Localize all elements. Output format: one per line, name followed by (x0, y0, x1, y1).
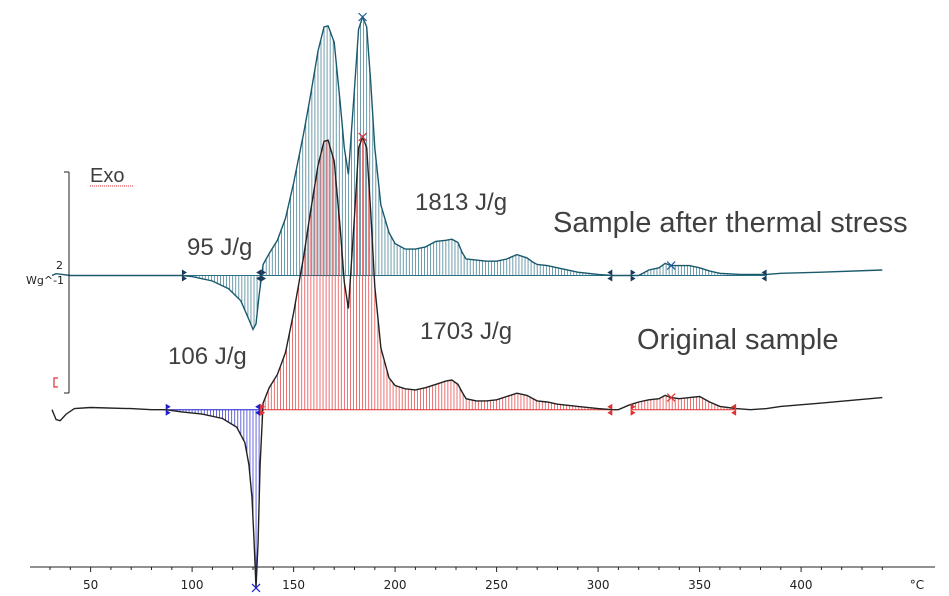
limit-marker (165, 403, 171, 410)
x-tick-label: 250 (485, 578, 508, 592)
x-unit-label: °C (910, 578, 924, 592)
integration-fill-4 (260, 136, 613, 424)
integration-fill-3 (165, 409, 261, 588)
x-tick-label: 150 (282, 578, 305, 592)
limit-marker (630, 409, 636, 416)
annotation-thermal-stress: Sample after thermal stress (553, 207, 908, 239)
y-axis-label: Wg^-1 (26, 274, 64, 287)
markers (165, 12, 767, 593)
peak-marker (666, 393, 676, 403)
x-tick-label: 50 (83, 578, 98, 592)
integration-fills (165, 19, 767, 588)
limit-marker (630, 275, 636, 282)
limit-marker (731, 409, 737, 416)
limit-marker (256, 275, 262, 282)
peak-marker (666, 261, 676, 271)
x-tick-label: 100 (181, 578, 204, 592)
limit-marker (261, 275, 267, 282)
x-axis: 50 100 150 200 250 300 350 400 °C (30, 566, 935, 592)
limit-marker (256, 269, 262, 276)
x-tick-label: 350 (688, 578, 711, 592)
limit-marker (630, 269, 636, 276)
limit-marker (761, 275, 767, 282)
limit-marker (607, 275, 613, 282)
limit-marker (255, 403, 261, 410)
limit-marker (731, 403, 737, 410)
limit-marker (607, 409, 613, 416)
label-1703: 1703 J/g (420, 318, 512, 345)
exo-label: Exo (90, 165, 124, 187)
limit-marker (181, 269, 187, 276)
limit-marker (255, 409, 261, 416)
limit-marker (607, 269, 613, 276)
y-scale-bracket (53, 171, 70, 394)
limit-marker (165, 409, 171, 416)
x-tick-label: 300 (587, 578, 610, 592)
x-tick-label: 400 (790, 578, 813, 592)
limit-marker (260, 403, 266, 410)
label-1813: 1813 J/g (415, 189, 507, 216)
curves (51, 14, 883, 588)
x-tick-label: 200 (384, 578, 407, 592)
label-95: 95 J/g (187, 234, 252, 261)
peak-marker (251, 583, 261, 593)
series-line-1 (51, 134, 883, 588)
integration-fill-0 (181, 275, 262, 328)
limit-marker (630, 403, 636, 410)
limit-marker (260, 409, 266, 416)
label-106: 106 J/g (168, 343, 247, 370)
limit-marker (607, 403, 613, 410)
series-line-0 (51, 14, 883, 332)
y-scale-tick-label: 2 (56, 259, 63, 272)
peak-marker (358, 12, 368, 22)
peak-marker (358, 132, 368, 142)
start-marker (53, 377, 58, 388)
limit-marker (181, 275, 187, 282)
limit-marker (761, 269, 767, 276)
limit-marker (261, 269, 267, 276)
annotation-original: Original sample (637, 324, 838, 356)
